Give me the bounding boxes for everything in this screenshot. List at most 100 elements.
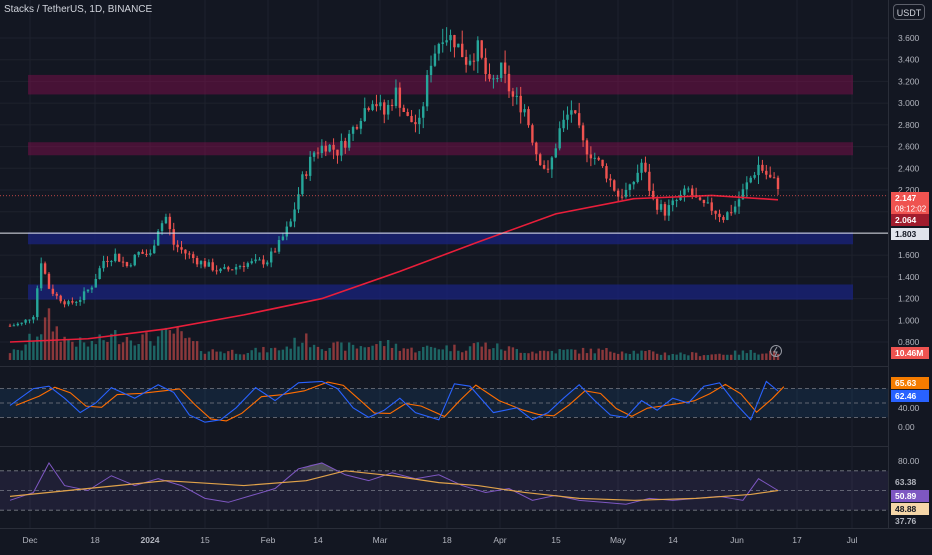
candle-body xyxy=(624,189,628,197)
candle-body xyxy=(305,174,308,176)
candle-body xyxy=(675,200,678,202)
volume-bar xyxy=(429,346,433,360)
symbol-title: Stacks / TetherUS, 1D, BINANCE xyxy=(4,4,153,15)
volume-bar xyxy=(231,349,234,360)
volume-bar xyxy=(550,350,554,360)
candle-body xyxy=(63,301,66,305)
candle-body xyxy=(531,125,534,143)
candle-body xyxy=(312,152,316,157)
candle-body xyxy=(710,202,713,211)
candle-body xyxy=(125,262,129,267)
volume-bar xyxy=(648,350,651,360)
candle-body xyxy=(55,293,58,296)
price-tick: 3.000 xyxy=(898,98,920,108)
volume-bar xyxy=(285,346,288,360)
volume-bar xyxy=(355,348,359,360)
candle-body xyxy=(449,35,452,41)
candle-body xyxy=(554,148,557,158)
volume-bar xyxy=(581,347,585,360)
volume-bar xyxy=(745,353,749,360)
candle-body xyxy=(86,289,90,292)
stoch-d-label-bg xyxy=(891,390,929,402)
volume-bar xyxy=(691,352,694,360)
moving-average-line xyxy=(9,194,779,343)
volume-bar xyxy=(43,317,47,360)
candle-body xyxy=(394,87,398,106)
volume-bar xyxy=(20,350,23,360)
candle-body xyxy=(761,164,764,171)
last-price-label-bg xyxy=(891,192,929,204)
volume-bar xyxy=(242,354,246,360)
candle-body xyxy=(320,145,324,154)
volume-bar xyxy=(500,349,503,360)
volume-bar xyxy=(121,342,125,360)
candle-body xyxy=(457,43,460,48)
volume-bar xyxy=(328,348,331,360)
volume-bar xyxy=(655,353,659,360)
candle-body xyxy=(538,154,542,166)
volume-bar xyxy=(620,351,624,360)
candle-body xyxy=(379,102,382,107)
candle-body xyxy=(655,198,659,210)
volume-bar xyxy=(254,347,257,360)
volume-bar xyxy=(527,353,530,360)
candle-body xyxy=(258,259,261,261)
volume-bar xyxy=(503,350,507,360)
candle-body xyxy=(254,259,257,262)
price-tick: 0.800 xyxy=(898,337,920,347)
volume-bar xyxy=(160,329,164,360)
time-tick: Jul xyxy=(847,535,858,545)
candle-body xyxy=(570,110,573,115)
candle-body xyxy=(659,204,663,210)
candle-body xyxy=(410,115,413,123)
candle-body xyxy=(757,164,760,176)
candle-body xyxy=(745,182,749,190)
candle-body xyxy=(172,229,175,245)
volume-bar xyxy=(316,346,320,360)
candle-body xyxy=(246,263,250,267)
volume-bar xyxy=(753,352,756,360)
volume-bar xyxy=(437,349,441,360)
volume-bar xyxy=(375,344,378,360)
volume-bar xyxy=(75,346,78,360)
volume-bar xyxy=(188,337,191,360)
volume-bar xyxy=(192,341,195,360)
volume-bar xyxy=(445,345,448,360)
price-tick: 2.600 xyxy=(898,142,920,152)
volume-bar xyxy=(472,343,476,360)
volume-bar xyxy=(133,345,136,360)
volume-bar xyxy=(98,334,101,360)
candle-body xyxy=(281,236,285,241)
candle-body xyxy=(277,240,281,252)
volume-bar xyxy=(172,333,175,360)
volume-bar xyxy=(371,345,374,360)
volume-bar xyxy=(636,353,639,360)
candle-body xyxy=(476,40,480,62)
volume-bar xyxy=(461,352,464,360)
time-tick: Feb xyxy=(261,535,276,545)
volume-bar xyxy=(153,345,156,360)
volume-bar xyxy=(772,350,776,360)
candle-body xyxy=(753,175,756,178)
time-tick: 18 xyxy=(90,535,100,545)
volume-bar xyxy=(207,351,211,360)
volume-bar xyxy=(492,348,495,360)
candle-body xyxy=(355,127,359,129)
quote-currency-button[interactable]: USDT xyxy=(893,4,925,20)
candle-body xyxy=(195,258,199,265)
candle-body xyxy=(663,204,667,216)
volume-bar xyxy=(542,350,546,360)
volume-bar xyxy=(59,341,62,360)
candle-body xyxy=(691,188,694,196)
candle-body xyxy=(24,319,27,323)
candle-body xyxy=(215,270,218,272)
candle-body xyxy=(269,251,273,263)
candle-body xyxy=(250,261,253,264)
candle-body xyxy=(585,140,589,155)
candle-body xyxy=(36,288,39,318)
volume-bar xyxy=(659,354,663,360)
candle-body xyxy=(223,267,226,269)
volume-bar xyxy=(281,349,285,360)
